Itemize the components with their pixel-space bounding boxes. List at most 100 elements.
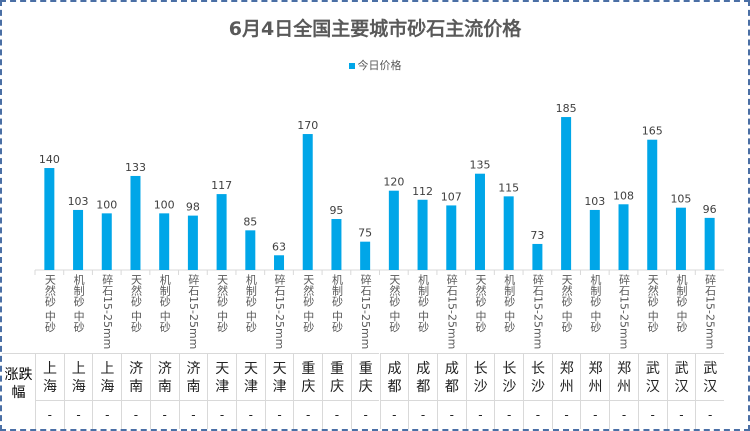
chart-title: 6月4日全国主要城市砂石主流价格	[228, 18, 522, 40]
data-label: 100	[96, 198, 117, 211]
data-label: 63	[272, 240, 286, 253]
city-cell: 成都	[436, 353, 466, 400]
data-label: 133	[125, 161, 146, 174]
data-label: 107	[441, 190, 462, 203]
category-label: 碎石15-25mm	[617, 274, 631, 350]
change-cell: -	[35, 400, 64, 429]
bar	[532, 243, 543, 270]
data-label: 95	[329, 204, 343, 217]
bar	[647, 139, 658, 270]
bar	[274, 255, 285, 270]
data-label: 75	[358, 227, 372, 240]
change-cell: -	[322, 400, 351, 429]
category-label: 天然砂 中砂	[473, 274, 487, 333]
data-label: 115	[498, 181, 519, 194]
city-cell: 重庆	[293, 353, 323, 400]
change-cell: -	[637, 400, 667, 429]
legend-swatch	[348, 63, 355, 69]
data-label: 185	[556, 102, 577, 115]
bar	[704, 217, 715, 270]
data-label: 140	[39, 153, 60, 166]
bar	[101, 213, 112, 270]
category-label: 天然砂 中砂	[646, 274, 660, 333]
legend-label: 今日价格	[357, 59, 402, 72]
city-cell: 长沙	[494, 353, 524, 400]
bar	[331, 219, 342, 270]
category-label: 机制砂 中砂	[502, 274, 516, 333]
change-cell: -	[178, 400, 208, 429]
data-label: 98	[186, 201, 200, 214]
change-cell: -	[666, 400, 696, 429]
city-cell: 上海	[63, 353, 93, 400]
bar	[130, 175, 141, 270]
change-cell: -	[350, 400, 380, 429]
change-row-header: 涨跌幅	[2, 353, 35, 429]
city-cell: 成都	[379, 353, 409, 400]
change-cell: -	[121, 400, 150, 429]
change-cell: -	[551, 400, 581, 429]
data-label: 85	[243, 215, 257, 228]
category-label: 碎石15-25mm	[531, 274, 545, 350]
bar	[159, 213, 170, 270]
bar	[446, 205, 457, 270]
city-cell: 天津	[235, 353, 265, 400]
bar	[474, 173, 485, 270]
change-cell: -	[465, 400, 495, 429]
bar	[302, 134, 313, 270]
change-cell: -	[207, 400, 236, 429]
city-cell: 济南	[121, 353, 150, 400]
category-label: 碎石15-25mm	[445, 274, 459, 350]
change-cell: -	[293, 400, 323, 429]
bar	[561, 117, 572, 270]
city-cell: 天津	[207, 353, 236, 400]
city-cell: 天津	[264, 353, 294, 400]
city-cell: 重庆	[322, 353, 351, 400]
city-cell: 武汉	[695, 353, 724, 400]
category-label: 机制砂 中砂	[330, 274, 344, 333]
bar	[44, 168, 55, 270]
category-label: 天然砂 中砂	[43, 274, 57, 333]
category-label: 机制砂 中砂	[72, 274, 86, 333]
data-label: 108	[613, 189, 634, 202]
data-label: 165	[642, 125, 663, 138]
change-cell: -	[494, 400, 524, 429]
data-label: 100	[154, 198, 175, 211]
bar	[388, 190, 399, 270]
change-cell: -	[580, 400, 610, 429]
change-cell: -	[695, 400, 724, 429]
category-label: 天然砂 中砂	[129, 274, 143, 333]
city-cell: 成都	[408, 353, 437, 400]
city-cell: 上海	[92, 353, 122, 400]
category-label: 碎石15-25mm	[703, 274, 717, 350]
bar	[73, 209, 84, 270]
data-label: 135	[469, 159, 490, 172]
city-cell: 郑州	[609, 353, 638, 400]
data-label: 73	[530, 229, 544, 242]
change-cell: -	[92, 400, 122, 429]
change-cell: -	[523, 400, 552, 429]
city-cell: 郑州	[551, 353, 581, 400]
change-cell: -	[609, 400, 638, 429]
data-label: 120	[383, 176, 404, 189]
city-cell: 武汉	[637, 353, 667, 400]
bar	[503, 196, 514, 270]
legend: 今日价格	[2, 57, 748, 73]
city-cell: 济南	[178, 353, 208, 400]
change-cell: -	[235, 400, 265, 429]
bar	[417, 199, 428, 270]
bar	[360, 241, 371, 270]
data-label: 170	[297, 119, 318, 132]
category-label: 碎石15-25mm	[273, 274, 287, 350]
bar	[618, 204, 629, 270]
change-cell: -	[149, 400, 179, 429]
city-cell: 武汉	[666, 353, 696, 400]
data-label: 105	[670, 193, 691, 206]
bar	[675, 207, 686, 270]
category-label: 天然砂 中砂	[560, 274, 574, 333]
bar	[245, 230, 256, 270]
category-label: 天然砂 中砂	[301, 274, 315, 333]
category-label: 天然砂 中砂	[387, 274, 401, 333]
data-label: 103	[584, 195, 605, 208]
category-label: 机制砂 中砂	[416, 274, 430, 333]
